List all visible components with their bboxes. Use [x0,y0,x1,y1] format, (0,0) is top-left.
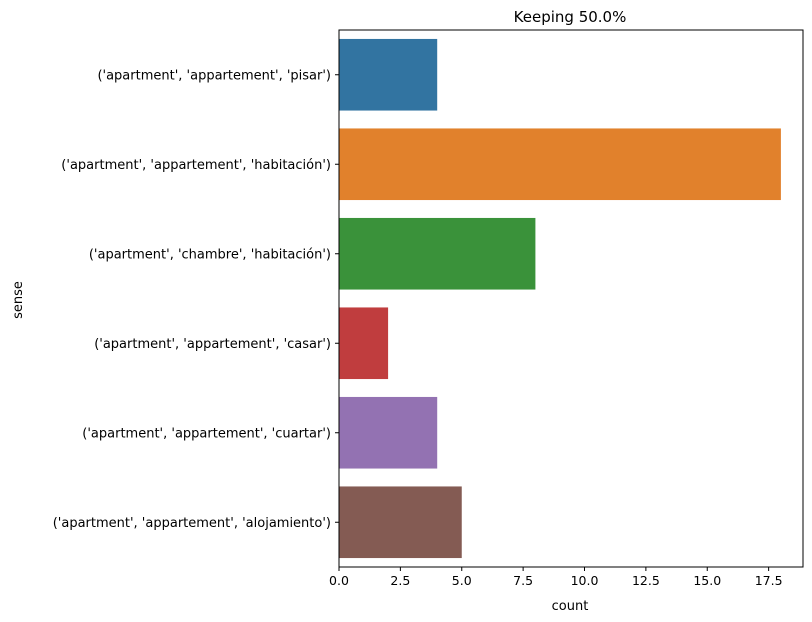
x-tick-label: 12.5 [632,573,660,588]
bar [339,38,438,111]
x-tick-label: 0.0 [329,573,349,588]
chart-title: Keeping 50.0% [514,8,627,26]
x-axis-label: count [552,599,589,614]
x-axis-ticks: 0.0 2.5 5.0 7.5 10.0 12.5 15.0 17.5 [329,567,783,588]
y-tick-label: ('apartment', 'chambre', 'habitación') [89,247,331,262]
y-axis-label: sense [11,281,26,319]
x-tick-label: 17.5 [755,573,783,588]
y-tick-label: ('apartment', 'appartement', 'habitación… [61,158,331,173]
plot-frame [338,29,804,568]
x-tick-label: 15.0 [693,573,721,588]
bar [339,396,438,469]
bar [339,217,536,290]
bar [339,307,389,380]
y-tick-label: ('apartment', 'appartement', 'casar') [94,337,331,352]
x-tick-label: 5.0 [452,573,472,588]
y-tick-label: ('apartment', 'appartement', 'cuartar') [82,426,331,441]
x-tick-label: 10.0 [571,573,599,588]
y-tick-label: ('apartment', 'appartement', 'pisar') [97,68,331,83]
x-tick-label: 2.5 [390,573,410,588]
y-tick-label: ('apartment', 'appartement', 'alojamient… [53,516,331,531]
bar [339,128,781,201]
y-axis-ticks: ('apartment', 'appartement', 'pisar') ('a… [53,68,339,531]
bar [339,486,462,559]
bars-layer [339,38,781,559]
x-tick-label: 7.5 [513,573,533,588]
